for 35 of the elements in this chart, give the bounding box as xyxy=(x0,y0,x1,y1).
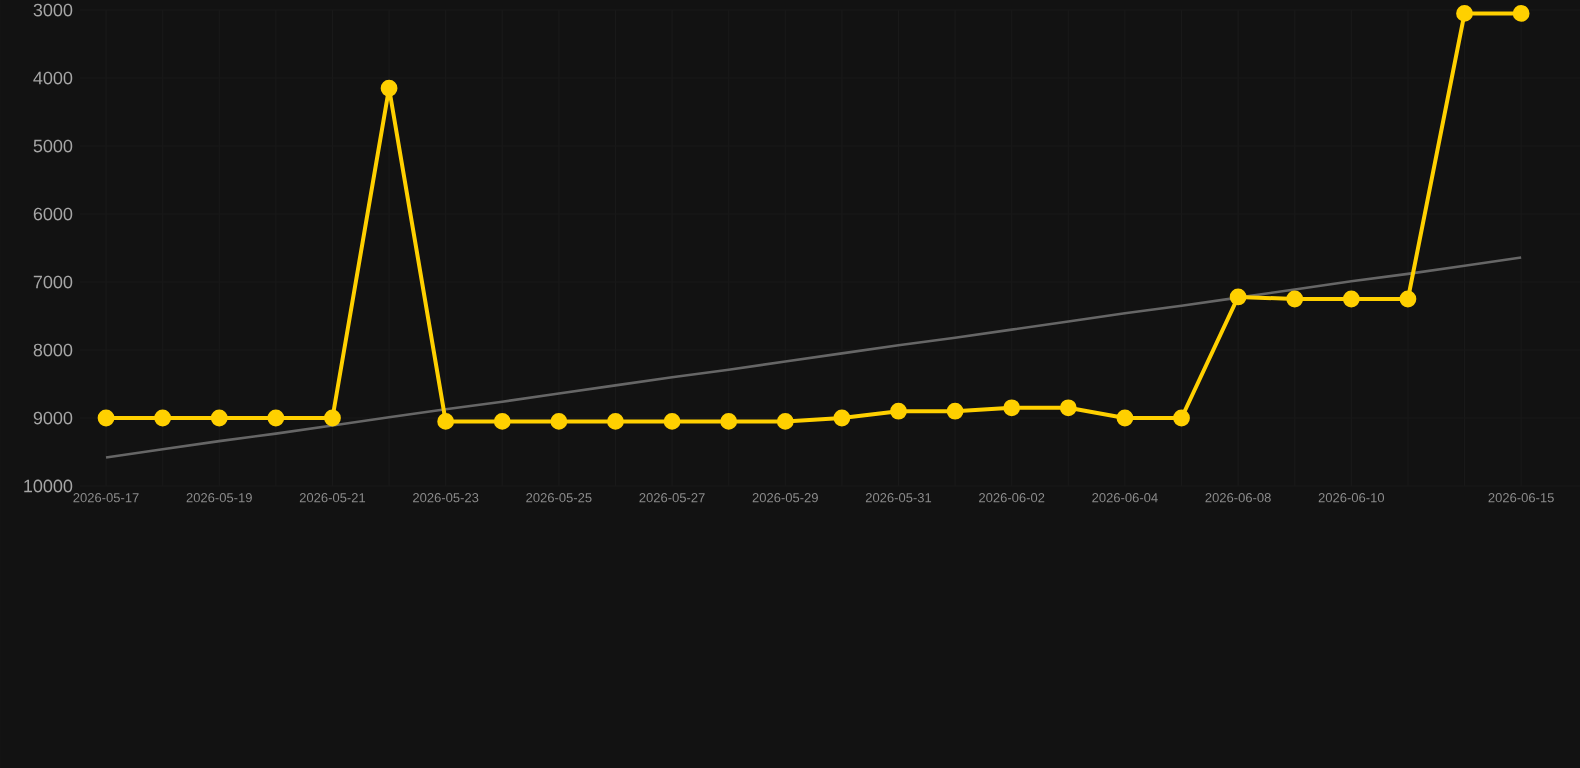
point xyxy=(890,402,907,420)
point xyxy=(210,409,228,427)
point xyxy=(380,79,398,97)
point xyxy=(1456,5,1473,22)
point xyxy=(1059,399,1077,417)
point xyxy=(720,413,738,430)
point xyxy=(97,409,115,427)
point xyxy=(776,413,794,430)
point xyxy=(1342,290,1360,308)
point xyxy=(437,413,455,430)
point xyxy=(550,413,568,430)
point xyxy=(1512,5,1530,22)
y-tick-label: 8000 xyxy=(33,343,73,357)
point xyxy=(1116,409,1134,427)
point xyxy=(1286,290,1304,308)
y-tick-label: 10000 xyxy=(24,479,73,493)
y-tick-label: 7000 xyxy=(33,275,73,289)
point xyxy=(154,409,172,427)
point xyxy=(1003,399,1021,417)
point xyxy=(607,413,624,430)
y-tick-label: 9000 xyxy=(33,411,73,425)
y-tick-label: 5000 xyxy=(33,139,73,153)
point xyxy=(324,409,341,427)
point xyxy=(946,402,964,420)
y-tick-label: 4000 xyxy=(33,71,73,85)
point xyxy=(1399,290,1417,308)
point xyxy=(663,413,681,430)
point xyxy=(267,409,285,427)
y-tick-label: 3000 xyxy=(33,3,73,17)
point xyxy=(493,413,511,430)
y-tick-label: 6000 xyxy=(33,207,73,221)
line-series xyxy=(104,256,1523,459)
point xyxy=(1229,288,1247,306)
point xyxy=(833,409,851,427)
point xyxy=(1173,409,1190,427)
